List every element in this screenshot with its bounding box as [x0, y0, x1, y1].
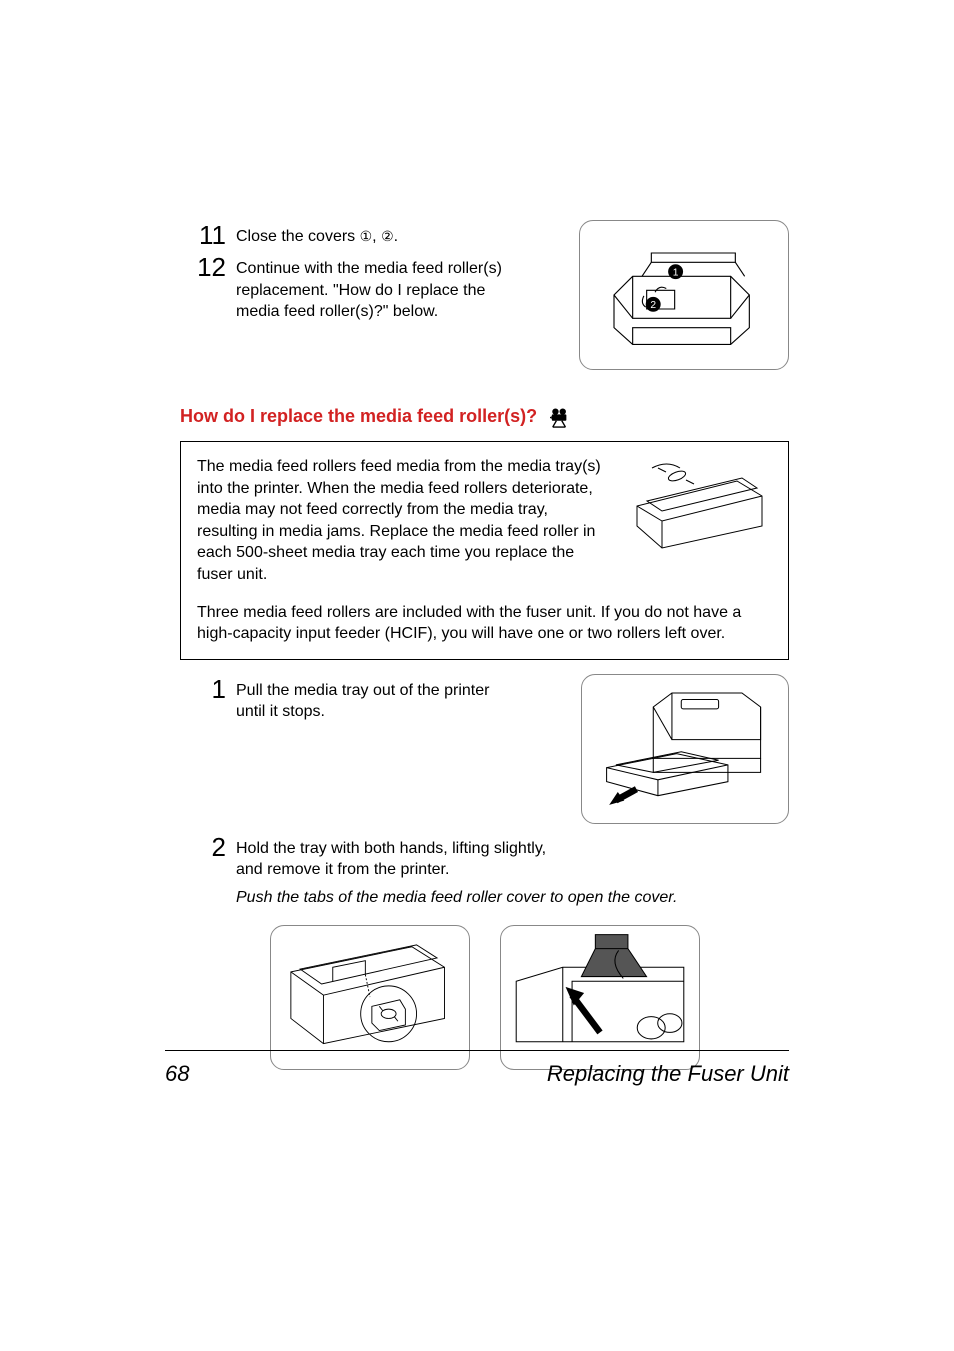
page-footer: 68 Replacing the Fuser Unit — [165, 1061, 789, 1087]
page-number: 68 — [165, 1061, 189, 1087]
step-text: Continue with the media feed roller(s) r… — [236, 252, 506, 323]
section-heading: How do I replace the media feed roller(s… — [180, 406, 789, 427]
sep: , — [372, 228, 381, 245]
footer-rule — [165, 1050, 789, 1051]
steps-11-12-text: 11 Close the covers ①, ②. 12 Continue wi… — [180, 220, 571, 327]
info-box: The media feed rollers feed media from t… — [180, 441, 789, 660]
step-number: 2 — [180, 832, 236, 860]
figure-tray-detail — [270, 925, 470, 1070]
heading-text: How do I replace the media feed roller(s… — [180, 406, 537, 427]
step-text: Close the covers ①, ②. — [236, 220, 571, 248]
step-2-note: Push the tabs of the media feed roller c… — [236, 889, 789, 907]
figure-tray-roller — [622, 456, 772, 556]
step-1-block: 1 Pull the media tray out of the printer… — [180, 674, 789, 824]
figure-pull-tray — [581, 674, 789, 824]
info-paragraph-1: The media feed rollers feed media from t… — [197, 456, 612, 586]
movie-icon — [549, 408, 569, 426]
marker-2-inline: ② — [381, 228, 394, 244]
marker-2: 2 — [650, 300, 656, 311]
marker-1: 1 — [673, 267, 679, 278]
steps-11-12-block: 11 Close the covers ①, ②. 12 Continue wi… — [180, 220, 789, 370]
step-1: 1 Pull the media tray out of the printer… — [180, 674, 573, 723]
tail: . — [394, 228, 398, 245]
step-number: 11 — [180, 220, 236, 248]
step-11: 11 Close the covers ①, ②. — [180, 220, 571, 248]
figure-cover-open — [500, 925, 700, 1070]
step-11-text-a: Close the covers — [236, 228, 360, 245]
dual-figures — [180, 925, 789, 1070]
step-number: 12 — [180, 252, 236, 280]
figure-printer-covers: 1 2 — [579, 220, 789, 370]
step-12: 12 Continue with the media feed roller(s… — [180, 252, 571, 323]
section-title: Replacing the Fuser Unit — [547, 1061, 789, 1087]
printer-covers-svg: 1 2 — [584, 225, 784, 365]
step-1-left: 1 Pull the media tray out of the printer… — [180, 674, 573, 727]
info-box-row: The media feed rollers feed media from t… — [197, 456, 772, 586]
step-text: Hold the tray with both hands, lifting s… — [236, 832, 556, 881]
document-page: 11 Close the covers ①, ②. 12 Continue wi… — [0, 0, 954, 1351]
step-2: 2 Hold the tray with both hands, lifting… — [180, 832, 789, 881]
info-paragraph-2: Three media feed rollers are included wi… — [197, 602, 772, 645]
step-number: 1 — [180, 674, 236, 702]
marker-1-inline: ① — [360, 228, 373, 244]
step-text: Pull the media tray out of the printer u… — [236, 674, 496, 723]
